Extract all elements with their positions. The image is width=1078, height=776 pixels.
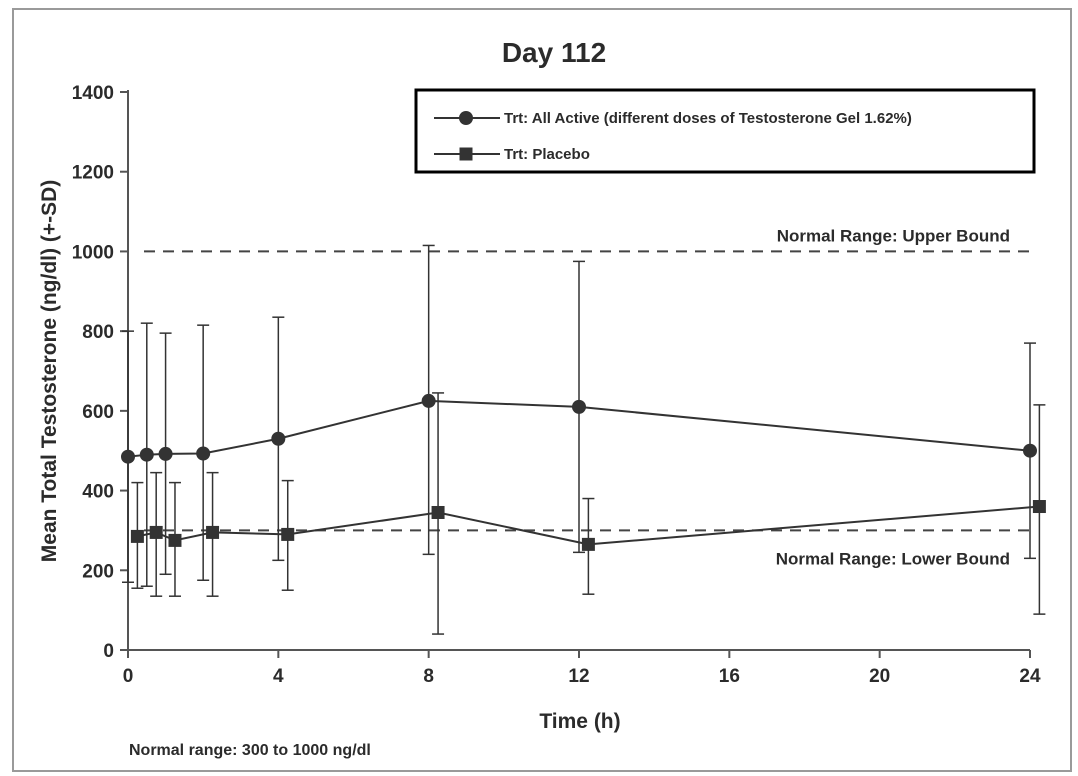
data-point bbox=[168, 533, 182, 547]
y-tick-label: 1400 bbox=[72, 83, 114, 104]
y-axis-label: Mean Total Testosterone (ng/dl) (+-SD) bbox=[38, 180, 61, 562]
data-point bbox=[139, 447, 154, 462]
x-axis-label: Time (h) bbox=[539, 710, 620, 733]
x-tick-label: 4 bbox=[273, 666, 284, 687]
data-point bbox=[206, 525, 220, 539]
reference-lines: Normal Range: Upper Bound Normal Range: L… bbox=[144, 226, 1030, 568]
data-point bbox=[421, 393, 436, 408]
testosterone-line-chart: Day 112 Normal Range: Upper BoundNormal … bbox=[38, 37, 1046, 759]
legend-square-marker bbox=[459, 147, 473, 161]
legend-circle-marker bbox=[459, 111, 473, 125]
x-tick-label: 20 bbox=[869, 666, 890, 687]
legend-label: Trt: Placebo bbox=[504, 146, 590, 163]
data-point bbox=[149, 525, 163, 539]
y-tick-label: 800 bbox=[82, 322, 114, 343]
data-point bbox=[158, 446, 173, 461]
series-placebo bbox=[130, 392, 1046, 635]
legend-box bbox=[414, 88, 1036, 174]
normal-range-note: Normal range: 300 to 1000 ng/dl bbox=[129, 742, 371, 759]
upper-bound-label: Normal Range: Upper Bound bbox=[777, 226, 1010, 245]
data-point bbox=[130, 529, 144, 543]
x-tick-label: 16 bbox=[719, 666, 740, 687]
x-tick-label: 24 bbox=[1019, 666, 1041, 687]
y-tick-label: 600 bbox=[82, 402, 114, 423]
data-point bbox=[121, 449, 135, 464]
series-all-active bbox=[121, 244, 1037, 587]
data-point bbox=[1023, 443, 1037, 458]
y-tick-label: 1200 bbox=[72, 163, 114, 184]
data-point bbox=[572, 399, 586, 414]
y-tick-label: 1000 bbox=[72, 242, 114, 263]
x-tick-label: 12 bbox=[568, 666, 589, 687]
data-point bbox=[271, 431, 286, 446]
legend: Trt: All Active (different doses of Test… bbox=[414, 88, 1036, 174]
y-tick-label: 200 bbox=[82, 561, 114, 582]
data-point bbox=[581, 537, 595, 551]
x-tick-label: 8 bbox=[423, 666, 434, 687]
data-point bbox=[1032, 500, 1046, 514]
chart-title: Day 112 bbox=[502, 37, 606, 68]
data-point bbox=[281, 527, 295, 541]
series-layer bbox=[121, 244, 1046, 635]
axes: 0 200 400 600 800 1000 1200 1400 0 4 8 12 16 20 24 bbox=[72, 83, 1041, 687]
lower-bound-label: Normal Range: Lower Bound bbox=[776, 549, 1010, 568]
y-tick-label: 400 bbox=[82, 482, 114, 503]
data-point bbox=[431, 505, 445, 519]
y-tick-label: 0 bbox=[103, 641, 114, 662]
data-point bbox=[196, 446, 211, 461]
chart-frame: Day 112 Normal Range: Upper Bound Normal … bbox=[12, 8, 1072, 772]
legend-label: Trt: All Active (different doses of Test… bbox=[504, 110, 912, 127]
x-tick-label: 0 bbox=[123, 666, 134, 687]
